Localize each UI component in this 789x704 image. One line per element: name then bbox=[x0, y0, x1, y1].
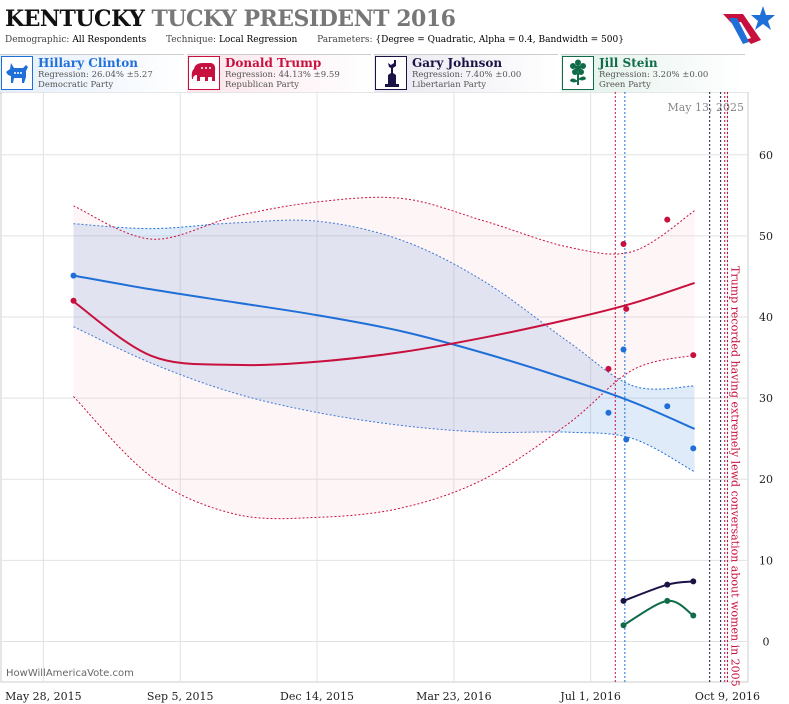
elephant-icon bbox=[188, 56, 220, 90]
poll-point bbox=[690, 612, 697, 619]
poll-point bbox=[664, 216, 671, 223]
parameters-label: Parameters: bbox=[317, 35, 373, 45]
candidate-regression: Regression: 3.20% ±0.00 bbox=[599, 70, 709, 80]
site-credit: HowWillAmericaVote.com bbox=[6, 668, 134, 679]
candidate-card-clinton: Hillary Clinton Regression: 26.04% ±5.27… bbox=[0, 54, 184, 94]
poll-point bbox=[623, 436, 630, 443]
y-tick-label: 20 bbox=[759, 473, 773, 486]
poll-point bbox=[664, 403, 671, 410]
poll-point bbox=[620, 622, 627, 629]
poll-chart: 0 10 20 30 40 50 60 May 28, 2015 Sep 5, 2015 Dec … bbox=[0, 92, 773, 703]
star-logo-icon bbox=[723, 6, 775, 44]
confidence-band bbox=[73, 197, 695, 519]
poll-point bbox=[620, 597, 627, 604]
confidence-band bbox=[73, 220, 695, 472]
x-tick-label: Dec 14, 2015 bbox=[280, 690, 354, 703]
y-tick-label: 30 bbox=[759, 392, 773, 405]
parameters-line: Demographic: All Respondents Technique: … bbox=[5, 35, 624, 45]
candidate-party: Green Party bbox=[599, 80, 651, 90]
y-tick-label: 50 bbox=[759, 230, 773, 243]
event-annotation: Trump recorded having extremely lewd con… bbox=[729, 266, 742, 687]
poll-point bbox=[690, 578, 697, 585]
date-label: May 13, 2025 bbox=[667, 101, 744, 114]
technique-value: Local Regression bbox=[218, 35, 298, 45]
plot-area bbox=[0, 92, 749, 683]
y-tick-label: 60 bbox=[759, 149, 773, 162]
candidate-card-trump: Donald Trump Regression: 44.13% ±9.59 Re… bbox=[187, 54, 371, 94]
poll-point bbox=[620, 241, 627, 247]
x-tick-label: May 28, 2015 bbox=[5, 690, 82, 703]
candidate-party: Democratic Party bbox=[38, 80, 114, 90]
title-state: KENTUCKY bbox=[5, 6, 145, 32]
y-tick-label: 0 bbox=[763, 635, 770, 648]
candidate-name: Hillary Clinton bbox=[38, 56, 138, 70]
candidate-regression: Regression: 26.04% ±5.27 bbox=[38, 70, 153, 80]
x-tick-label: Oct 9, 2016 bbox=[695, 690, 760, 703]
confidence-lower-line bbox=[73, 326, 695, 473]
confidence-upper-line bbox=[73, 219, 695, 390]
candidate-card-johnson: Gary Johnson Regression: 7.40% ±0.00 Lib… bbox=[374, 54, 558, 94]
title-race: TUCKY PRESIDENT 2016 bbox=[151, 6, 456, 32]
poll-point bbox=[690, 445, 697, 452]
poll-point bbox=[623, 305, 630, 312]
demographic-label: Demographic: bbox=[5, 35, 70, 45]
poll-point bbox=[664, 581, 671, 588]
series-line bbox=[73, 274, 695, 430]
statue-of-liberty-icon bbox=[375, 56, 407, 90]
header: KENTUCKY TUCKY PRESIDENT 2016 Demographi… bbox=[0, 0, 789, 50]
demographic-value: All Respondents bbox=[72, 35, 147, 45]
poll-point bbox=[620, 346, 627, 353]
y-tick-label: 40 bbox=[759, 311, 773, 324]
candidate-party: Republican Party bbox=[225, 80, 299, 90]
parameters-value: {Degree = Quadratic, Alpha = 0.4, Bandwi… bbox=[375, 35, 624, 45]
series-line bbox=[72, 281, 695, 367]
poll-point bbox=[664, 597, 671, 604]
x-tick-label: Jul 1, 2016 bbox=[559, 690, 621, 703]
x-tick-label: Sep 5, 2015 bbox=[147, 690, 214, 703]
y-tick-label: 10 bbox=[759, 554, 773, 567]
candidate-legend: Hillary Clinton Regression: 26.04% ±5.27… bbox=[0, 54, 789, 94]
poll-point bbox=[70, 272, 77, 279]
poll-point bbox=[605, 409, 612, 416]
candidate-party: Libertarian Party bbox=[412, 80, 487, 90]
candidate-card-stein: Jill Stein Regression: 3.20% ±0.00 Green… bbox=[561, 54, 745, 94]
candidate-regression: Regression: 44.13% ±9.59 bbox=[225, 70, 340, 80]
candidate-name: Jill Stein bbox=[599, 56, 658, 70]
poll-point bbox=[70, 297, 77, 304]
candidate-name: Gary Johnson bbox=[412, 56, 503, 70]
candidate-name: Donald Trump bbox=[225, 56, 322, 70]
confidence-lower-line bbox=[73, 354, 695, 520]
donkey-icon bbox=[1, 56, 33, 90]
page-title: KENTUCKY TUCKY PRESIDENT 2016 bbox=[5, 6, 456, 32]
x-tick-label: Mar 23, 2016 bbox=[416, 690, 492, 703]
flower-icon bbox=[562, 56, 594, 90]
technique-label: Technique: bbox=[166, 35, 217, 45]
poll-point bbox=[605, 365, 612, 372]
candidate-regression: Regression: 7.40% ±0.00 bbox=[412, 70, 522, 80]
poll-point bbox=[690, 352, 697, 359]
